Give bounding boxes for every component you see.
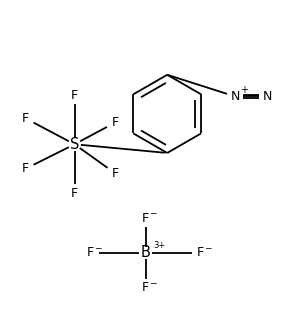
Text: F: F bbox=[87, 246, 94, 259]
Text: F: F bbox=[22, 162, 29, 175]
Text: −: − bbox=[94, 243, 102, 252]
Text: +: + bbox=[240, 85, 248, 95]
Text: N: N bbox=[262, 90, 272, 103]
Text: F: F bbox=[71, 187, 78, 200]
Text: −: − bbox=[149, 208, 157, 217]
Text: S: S bbox=[70, 137, 79, 152]
Text: N: N bbox=[230, 90, 240, 103]
Text: F: F bbox=[197, 246, 204, 259]
Text: F: F bbox=[142, 281, 149, 294]
Text: −: − bbox=[149, 278, 157, 287]
Text: B: B bbox=[141, 245, 150, 260]
Text: F: F bbox=[111, 167, 119, 180]
Text: F: F bbox=[22, 112, 29, 125]
Text: F: F bbox=[111, 116, 119, 129]
Text: F: F bbox=[142, 211, 149, 225]
Text: F: F bbox=[71, 89, 78, 102]
Text: −: − bbox=[204, 243, 212, 252]
Text: 3+: 3+ bbox=[153, 241, 166, 250]
